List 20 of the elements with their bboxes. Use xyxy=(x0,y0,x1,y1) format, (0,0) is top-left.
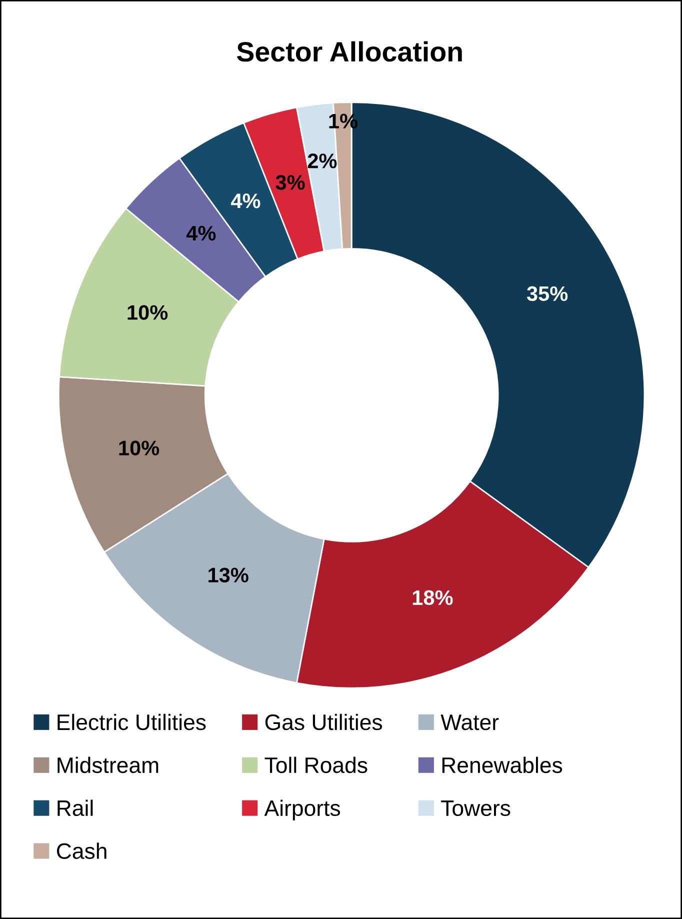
chart-title: Sector Allocation xyxy=(236,41,462,62)
data-label: 13% xyxy=(208,568,248,582)
data-label: 2% xyxy=(308,154,337,168)
legend-label: Rail xyxy=(58,800,93,816)
legend-label: Water xyxy=(440,714,499,730)
data-label: 3% xyxy=(276,175,305,190)
legend-label: Airports xyxy=(264,800,340,820)
legend-label: Toll Roads xyxy=(264,756,368,774)
data-label: 18% xyxy=(412,590,453,606)
legend-label: Renewables xyxy=(442,756,562,774)
data-label: 4% xyxy=(230,194,260,208)
legend-label: Electric Utilities xyxy=(58,714,206,730)
data-label: 10% xyxy=(119,440,160,456)
data-label: 35% xyxy=(526,286,568,302)
legend-label: Cash xyxy=(56,842,106,859)
legend-label: Midstream xyxy=(58,756,158,774)
data-label: 4% xyxy=(186,226,216,241)
legend-label: Gas Utilities xyxy=(265,714,382,730)
legend-label: Towers xyxy=(441,800,510,816)
data-label: 10% xyxy=(128,305,168,320)
